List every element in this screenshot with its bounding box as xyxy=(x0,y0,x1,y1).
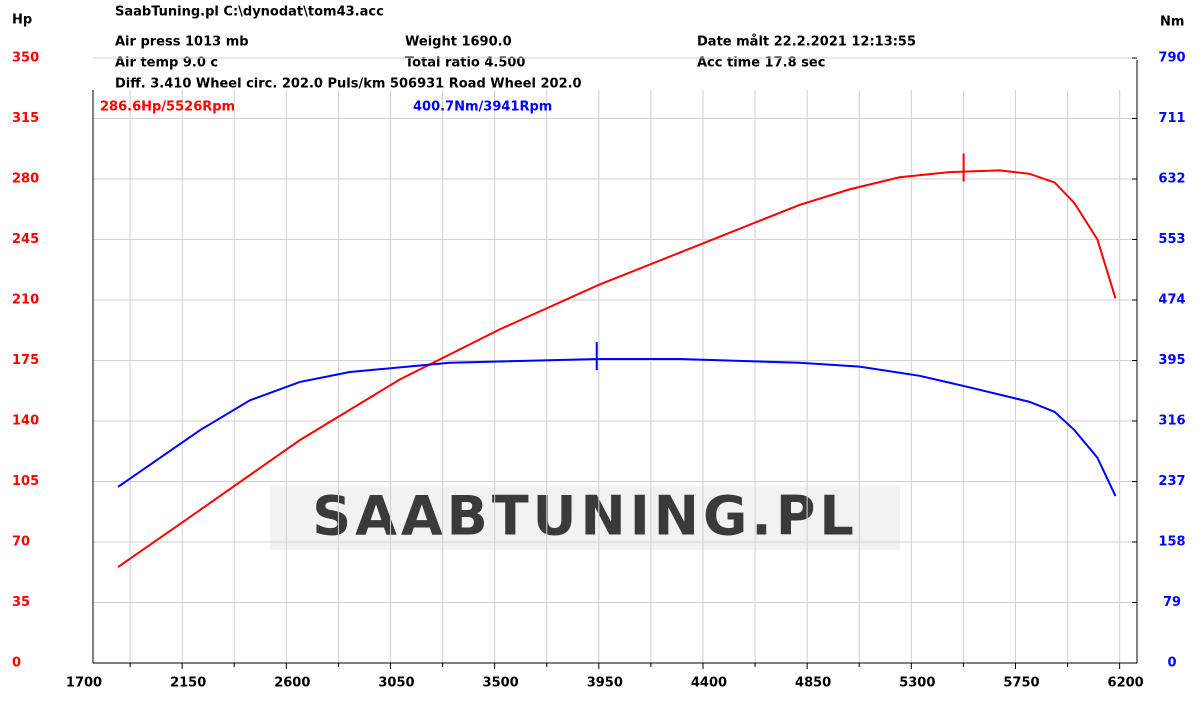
x-tick-label: 3950 xyxy=(587,676,623,691)
air-press: Air press 1013 mb xyxy=(115,35,249,50)
watermark-box xyxy=(270,486,900,550)
y2-tick-label: 711 xyxy=(1158,111,1185,126)
x-tick-label: 6200 xyxy=(1108,676,1144,691)
y2-axis-label: Nm xyxy=(1160,15,1184,30)
x-tick-label: 5300 xyxy=(899,676,935,691)
y-tick-label: 350 xyxy=(12,51,39,66)
y2-tick-label: 632 xyxy=(1158,172,1185,187)
y2-tick-label: 237 xyxy=(1158,474,1185,489)
y-tick-label: 0 xyxy=(12,656,21,671)
x-tick-label: 3050 xyxy=(378,676,414,691)
y2-tick-label: 0 xyxy=(1167,656,1176,671)
y-axis-label: Hp xyxy=(12,13,32,28)
y-tick-label: 315 xyxy=(12,111,39,126)
y2-tick-label: 790 xyxy=(1158,51,1185,66)
diff: Diff. 3.410 Wheel circ. 202.0 Puls/km 50… xyxy=(115,77,582,92)
y-tick-label: 105 xyxy=(12,474,39,489)
x-tick-label: 4850 xyxy=(795,676,831,691)
line xyxy=(117,357,1117,497)
x-tick-label: 3500 xyxy=(483,676,519,691)
y-tick-label: 245 xyxy=(12,232,39,247)
y-tick-label: 35 xyxy=(12,595,30,610)
x-tick-label: 1700 xyxy=(66,676,102,691)
y2-tick-label: 316 xyxy=(1158,414,1185,429)
file-info: SaabTuning.pl C:\dynodat\tom43.acc xyxy=(115,5,384,20)
date: Date målt 22.2.2021 12:13:55 xyxy=(697,35,916,50)
y-tick-label: 175 xyxy=(12,353,39,368)
y2-tick-label: 79 xyxy=(1163,595,1181,610)
line xyxy=(117,169,1117,568)
y-tick-label: 210 xyxy=(12,293,39,308)
y2-tick-label: 474 xyxy=(1158,293,1185,308)
y2-tick-label: 158 xyxy=(1158,535,1185,550)
acc-time: Acc time 17.8 sec xyxy=(697,56,825,71)
y-tick-label: 140 xyxy=(12,414,39,429)
air-temp: Air temp 9.0 c xyxy=(115,56,218,71)
peak-label: 286.6Hp/5526Rpm xyxy=(100,100,235,115)
y2-tick-label: 553 xyxy=(1158,232,1185,247)
x-tick-label: 2600 xyxy=(274,676,310,691)
y-tick-label: 70 xyxy=(12,535,30,550)
x-tick-label: 4400 xyxy=(691,676,727,691)
x-tick-label: 5750 xyxy=(1003,676,1039,691)
total-ratio: Total ratio 4.500 xyxy=(405,56,525,71)
peak-label: 400.7Nm/3941Rpm xyxy=(413,100,552,115)
y-tick-label: 280 xyxy=(12,172,39,187)
watermark: SAABTUNING.PL xyxy=(312,485,858,548)
weight: Weight 1690.0 xyxy=(405,35,512,50)
x-tick-label: 2150 xyxy=(170,676,206,691)
y2-tick-label: 395 xyxy=(1158,353,1185,368)
